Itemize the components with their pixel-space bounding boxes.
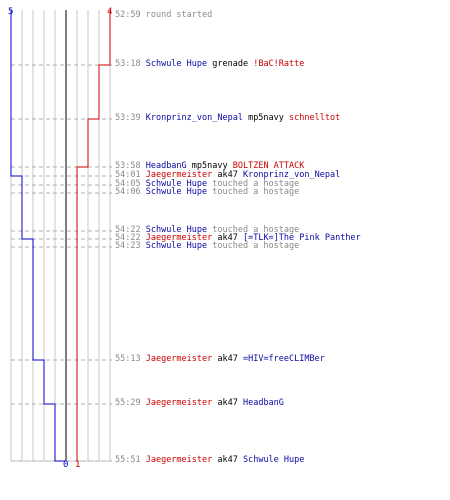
event-text: ak47 (212, 398, 243, 408)
event-text: Schwule Hupe (145, 187, 208, 197)
red-team-alive-line (76, 10, 111, 461)
event-text: Jaegermeister (145, 354, 213, 364)
event-time: 53:18 (115, 59, 146, 69)
event-text: Jaegermeister (145, 455, 213, 465)
event-time: 53:39 (115, 113, 146, 123)
event-guides (11, 64, 112, 462)
event-row: 54:22 Schwule Hupe touched a hostage (115, 226, 299, 235)
event-text: [=TLK=]The Pink Panther (242, 233, 361, 243)
event-time: 55:29 (115, 398, 146, 408)
event-text: Kronprinz_von_Nepal (145, 113, 243, 123)
event-row: 55:29 Jaegermeister ak47 HeadbanG (115, 399, 284, 408)
timeline-grid (10, 10, 111, 462)
event-text: Jaegermeister (145, 170, 213, 180)
event-row: 55:51 Jaegermeister ak47 Schwule Hupe (115, 456, 304, 465)
event-row: 53:18 Schwule Hupe grenade !BaC!Ratte (115, 60, 304, 69)
event-text: Schwule Hupe (145, 225, 208, 235)
event-time: 54:22 (115, 233, 146, 243)
red-start-count: 1 (75, 460, 80, 470)
event-text: HeadbanG (145, 161, 187, 171)
event-text: mp5navy (186, 161, 233, 171)
event-text: =HIV=freeCLIMBer (242, 354, 325, 364)
event-time: 54:06 (115, 187, 146, 197)
event-text: Schwule Hupe (145, 241, 208, 251)
blue-final-count: 0 (63, 460, 68, 470)
event-time: 54:23 (115, 241, 146, 251)
event-text: ak47 (212, 233, 243, 243)
event-time: 54:22 (115, 225, 146, 235)
event-text: ak47 (212, 455, 243, 465)
event-text: touched a hostage (207, 179, 300, 189)
event-time: 55:13 (115, 354, 146, 364)
event-text: Jaegermeister (145, 398, 213, 408)
event-text: Kronprinz_von_Nepal (242, 170, 341, 180)
event-time: 55:51 (115, 455, 146, 465)
event-text: touched a hostage (207, 225, 300, 235)
event-text: !BaC!Ratte (253, 59, 305, 69)
blue-start-count: 5 (8, 7, 13, 17)
event-text: mp5navy (242, 113, 290, 123)
event-row: 54:23 Schwule Hupe touched a hostage (115, 242, 299, 251)
event-text: ak47 (212, 354, 243, 364)
event-text: HeadbanG (242, 398, 284, 408)
event-text: touched a hostage (207, 241, 300, 251)
event-row: 54:01 Jaegermeister ak47 Kronprinz_von_N… (115, 171, 340, 180)
event-text: BOLTZEN ATTACK (232, 161, 305, 171)
blue-team-alive-line (10, 10, 66, 462)
event-text: Schwule Hupe (145, 179, 208, 189)
event-time: 52:59 (115, 10, 146, 20)
event-row: 55:13 Jaegermeister ak47 =HIV=freeCLIMBe… (115, 355, 325, 364)
event-text: Schwule Hupe (242, 455, 305, 465)
red-final-count: 4 (107, 7, 112, 17)
event-row: 54:06 Schwule Hupe touched a hostage (115, 188, 299, 197)
event-text: schnelltot (289, 113, 341, 123)
event-row: 54:05 Schwule Hupe touched a hostage (115, 180, 299, 189)
event-row: 52:59 round started (115, 11, 212, 20)
event-time: 53:58 (115, 161, 146, 171)
event-text: Schwule Hupe (145, 59, 208, 69)
event-text: ak47 (212, 170, 243, 180)
event-text: grenade (207, 59, 254, 69)
event-row: 53:58 HeadbanG mp5navy BOLTZEN ATTACK (115, 162, 304, 171)
event-text: round started (145, 10, 213, 20)
event-time: 54:05 (115, 179, 146, 189)
event-time: 54:01 (115, 170, 146, 180)
event-row: 54:22 Jaegermeister ak47 [=TLK=]The Pink… (115, 234, 361, 243)
event-row: 53:39 Kronprinz_von_Nepal mp5navy schnel… (115, 114, 340, 123)
event-text: Jaegermeister (145, 233, 213, 243)
event-text: touched a hostage (207, 187, 300, 197)
